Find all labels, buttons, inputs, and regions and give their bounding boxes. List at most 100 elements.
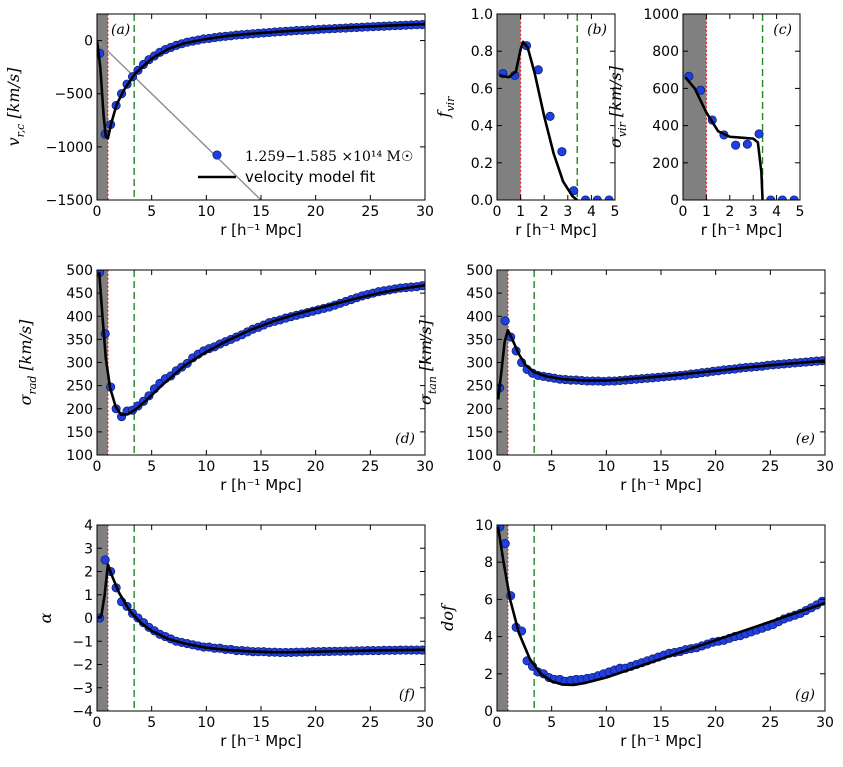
plot-area-g bbox=[497, 525, 825, 711]
y-tick-label: 450 bbox=[466, 286, 493, 302]
data-point bbox=[144, 391, 154, 401]
y-tick-label: 0 bbox=[670, 193, 679, 209]
y-axis-label: σvir [km/s] bbox=[606, 65, 629, 148]
x-tick-label: 25 bbox=[361, 204, 379, 220]
plot-area-a bbox=[97, 14, 425, 200]
legend-marker-points bbox=[212, 150, 222, 160]
x-tick-label: 15 bbox=[252, 204, 270, 220]
x-tick-label: 0 bbox=[493, 459, 502, 475]
shaded-region bbox=[497, 525, 508, 711]
y-tick-label: 0 bbox=[484, 704, 493, 720]
y-tick-label: 800 bbox=[652, 44, 679, 60]
plot-area-b bbox=[497, 14, 614, 200]
x-tick-label: 20 bbox=[307, 204, 325, 220]
data-point bbox=[766, 195, 776, 200]
y-tick-label: 200 bbox=[652, 156, 679, 172]
x-tick-label: 20 bbox=[307, 715, 325, 731]
x-tick-label: 30 bbox=[416, 204, 434, 220]
y-tick-label: 250 bbox=[66, 379, 93, 395]
panel-a: 0 5 10 15 20 25 30 0 −500 −1000 −1500 r [h⁻¹ Mpc] vr… bbox=[4, 13, 434, 239]
y-tick-label: 4 bbox=[484, 630, 493, 646]
y-tick-label: 1 bbox=[84, 588, 93, 604]
axes-frame bbox=[96, 524, 426, 712]
x-tick-label: 0 bbox=[679, 204, 688, 220]
x-tick-label: 20 bbox=[307, 459, 325, 475]
y-tick-label: 400 bbox=[466, 309, 493, 325]
y-tick-label: 450 bbox=[66, 286, 93, 302]
x-tick-label: 0 bbox=[493, 715, 502, 731]
x-tick-label: 15 bbox=[652, 459, 670, 475]
data-point bbox=[777, 195, 787, 200]
legend: 1.259−1.585 ×10¹⁴ M☉ velocity model fit bbox=[198, 149, 413, 186]
y-tick-label: 0 bbox=[84, 34, 93, 50]
axes-frame bbox=[96, 269, 426, 456]
plot-area-d bbox=[97, 270, 425, 455]
fit-curve bbox=[499, 40, 579, 200]
hubble-flow-line bbox=[97, 40, 262, 200]
y-tick-label: 1.0 bbox=[471, 7, 493, 23]
y-tick-label: 100 bbox=[66, 448, 93, 464]
shaded-region bbox=[683, 14, 707, 200]
panel-label: (g) bbox=[795, 687, 815, 703]
y-tick-label: −1 bbox=[72, 634, 93, 650]
x-tick-label: 10 bbox=[597, 459, 615, 475]
plot-area-f bbox=[97, 525, 425, 711]
y-tick-label: 100 bbox=[466, 448, 493, 464]
fit-curve bbox=[97, 272, 425, 417]
y-tick-label: 0.8 bbox=[471, 44, 493, 60]
data-point bbox=[789, 195, 799, 200]
y-tick-label: 350 bbox=[466, 332, 493, 348]
axes-frame bbox=[496, 13, 616, 201]
y-tick-label: 1000 bbox=[643, 7, 679, 23]
x-tick-label: 20 bbox=[707, 459, 725, 475]
x-tick-label: 10 bbox=[197, 715, 215, 731]
y-axis-label: α bbox=[36, 612, 55, 623]
x-tick-label: 15 bbox=[252, 715, 270, 731]
x-tick-label: 2 bbox=[725, 204, 734, 220]
fit-curve bbox=[497, 328, 825, 400]
data-point bbox=[100, 555, 110, 565]
y-tick-label: 500 bbox=[66, 263, 93, 279]
y-tick-label: 300 bbox=[66, 356, 93, 372]
y-tick-label: 150 bbox=[66, 425, 93, 441]
y-tick-label: 10 bbox=[475, 518, 493, 534]
panel-label: (b) bbox=[587, 22, 607, 38]
data-point bbox=[545, 111, 555, 121]
x-axis-label: r [h⁻¹ Mpc] bbox=[220, 221, 302, 239]
y-tick-label: 6 bbox=[484, 592, 493, 608]
x-tick-label: 30 bbox=[816, 715, 834, 731]
y-tick-label: 0.0 bbox=[471, 193, 493, 209]
x-tick-label: 20 bbox=[707, 715, 725, 731]
x-tick-label: 3 bbox=[749, 204, 758, 220]
y-tick-label: 150 bbox=[466, 425, 493, 441]
x-tick-label: 0 bbox=[493, 204, 502, 220]
axes-frame bbox=[496, 524, 826, 712]
panel-b: 0 1 2 3 4 5 0.0 0.2 0.4 0.6 0.8 1.0 r [h⁻¹ Mpc] fvir (… bbox=[434, 7, 619, 239]
y-tick-label: 350 bbox=[66, 332, 93, 348]
y-tick-label: −500 bbox=[55, 87, 93, 103]
x-axis-label: r [h⁻¹ Mpc] bbox=[701, 221, 783, 239]
y-tick-label: 8 bbox=[484, 555, 493, 571]
x-tick-label: 25 bbox=[361, 459, 379, 475]
fit-curve bbox=[497, 526, 825, 687]
plot-area-e bbox=[497, 270, 825, 455]
x-tick-label: 3 bbox=[563, 204, 572, 220]
x-tick-label: 5 bbox=[147, 204, 156, 220]
data-point bbox=[731, 140, 741, 150]
x-axis-label: r [h⁻¹ Mpc] bbox=[220, 732, 302, 750]
plot-area-c bbox=[683, 14, 799, 200]
panel-label: (f) bbox=[399, 687, 415, 703]
panel-g: 0 5 10 15 20 25 30 0 2 4 6 8 10 r [h⁻¹ Mpc] dof (g) bbox=[438, 518, 834, 750]
x-tick-label: 4 bbox=[587, 204, 596, 220]
fit-curve bbox=[97, 22, 425, 140]
fit-curve bbox=[684, 76, 764, 200]
x-tick-label: 0 bbox=[93, 715, 102, 731]
x-tick-label: 1 bbox=[702, 204, 711, 220]
x-tick-label: 2 bbox=[540, 204, 549, 220]
y-tick-label: 2 bbox=[484, 667, 493, 683]
x-tick-label: 0 bbox=[93, 459, 102, 475]
y-tick-label: −4 bbox=[72, 704, 93, 720]
y-tick-label: −1000 bbox=[46, 140, 93, 156]
x-tick-label: 30 bbox=[416, 715, 434, 731]
